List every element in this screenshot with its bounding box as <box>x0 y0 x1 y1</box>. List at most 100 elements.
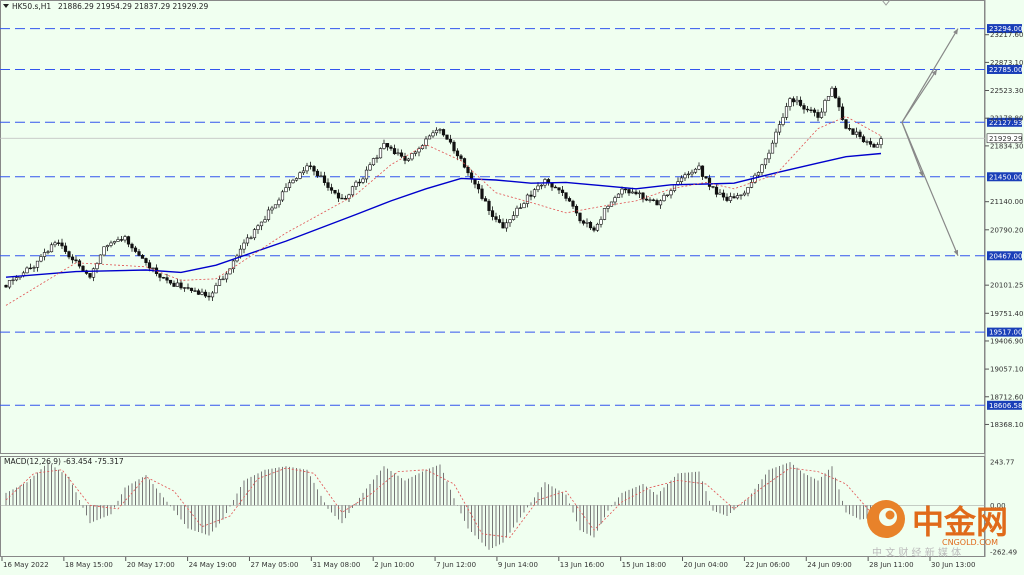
candle-body <box>60 242 64 247</box>
candle-body <box>865 141 869 143</box>
candle-body <box>151 267 155 270</box>
candle-body <box>123 236 127 241</box>
candle-body <box>196 290 201 295</box>
candle-body <box>158 273 162 278</box>
candle-body <box>53 242 57 246</box>
candle-body <box>200 291 204 295</box>
candle-body <box>424 138 428 146</box>
candle-body <box>476 183 481 190</box>
price-level-tag <box>987 400 1022 410</box>
candle-body <box>382 143 386 149</box>
candle-body <box>63 245 68 252</box>
candle-body <box>11 279 15 282</box>
time-tick-label: 18 May 15:00 <box>65 561 113 569</box>
candle-body <box>756 172 761 176</box>
time-tick-label: 20 Jun 04:00 <box>684 561 728 569</box>
candle-body <box>592 227 596 231</box>
candle-body <box>529 194 533 197</box>
candle-body <box>74 259 78 262</box>
candle-body <box>602 208 607 220</box>
candle-body <box>217 279 222 286</box>
candle-body <box>329 187 334 191</box>
candle-body <box>613 197 617 203</box>
shift-marker-icon <box>881 0 891 6</box>
candle-body <box>606 205 610 209</box>
time-tick-label: 9 Jun 14:00 <box>498 561 538 569</box>
macd-tick-label: 243.77 <box>990 459 1015 467</box>
price-tick-label: 20101.25 <box>990 282 1023 290</box>
price-tick-label: 18368.10 <box>990 421 1023 429</box>
candle-body <box>697 165 701 170</box>
price-level-label: 23294.00 <box>989 25 1022 33</box>
candle-body <box>564 192 568 199</box>
candle-body <box>333 189 337 194</box>
candle-body <box>480 188 484 199</box>
candle-body <box>648 199 652 201</box>
candle-body <box>81 265 85 271</box>
projection-arrow <box>901 69 938 123</box>
candle-body <box>427 135 432 140</box>
price-tick-label: 21140.00 <box>990 198 1023 206</box>
price-tick-label: 22178.80 <box>990 115 1023 123</box>
price-tick-label: 19751.40 <box>990 310 1023 318</box>
ma-long-line <box>5 152 882 278</box>
candle-body <box>350 186 355 196</box>
candle-body <box>483 198 488 202</box>
candle-body <box>116 239 120 242</box>
candle-body <box>256 225 260 230</box>
candle-body <box>249 237 253 239</box>
candle-body <box>490 210 495 217</box>
macd-tick-label: 0.00 <box>990 502 1006 510</box>
candle-body <box>508 219 512 224</box>
candle-body <box>539 184 544 187</box>
candle-body <box>707 177 712 187</box>
candle-body <box>305 165 309 172</box>
candle-body <box>270 207 274 211</box>
candle-body <box>308 165 313 167</box>
candle-body <box>375 157 379 159</box>
candle-body <box>273 204 278 209</box>
candle-body <box>560 189 565 193</box>
candle-body <box>340 197 344 200</box>
time-tick-label: 20 May 17:00 <box>127 561 175 569</box>
time-tick-label: 24 Jun 09:00 <box>807 561 851 569</box>
candle-body <box>494 216 498 220</box>
time-tick-label: 24 May 19:00 <box>189 561 237 569</box>
candle-body <box>357 181 362 184</box>
candle-body <box>14 277 19 281</box>
candle-body <box>567 198 572 202</box>
candle-body <box>770 142 775 154</box>
candle-body <box>245 237 250 244</box>
candle-body <box>732 196 736 199</box>
price-level-tag <box>987 117 1022 127</box>
candle-body <box>399 152 404 157</box>
watermark-site: CNGOLD.COM <box>942 538 998 547</box>
price-level-tag <box>987 64 1022 74</box>
candle-body <box>644 198 649 201</box>
candle-body <box>291 179 295 184</box>
candle-body <box>77 260 82 267</box>
candle-body <box>655 200 659 206</box>
candle-body <box>746 187 750 194</box>
candle-body <box>588 222 593 229</box>
candle-body <box>231 260 236 270</box>
candle-body <box>833 87 838 99</box>
candle-body <box>88 273 92 278</box>
candle-body <box>56 242 61 244</box>
candle-body <box>665 194 670 197</box>
candle-body <box>193 290 197 292</box>
time-tick-label: 22 Jun 06:00 <box>745 561 789 569</box>
candle-body <box>46 251 50 253</box>
price-tick-label: 22523.30 <box>990 87 1023 95</box>
price-level-label: 18606.58 <box>989 402 1022 410</box>
candle-body <box>368 164 372 171</box>
collapse-triangle-icon[interactable] <box>3 4 9 8</box>
candle-body <box>784 106 789 118</box>
projection-arrowhead <box>918 170 924 177</box>
candle-body <box>851 128 855 135</box>
candle-body <box>662 194 666 202</box>
candle-body <box>298 172 302 179</box>
candle-body <box>35 260 40 268</box>
